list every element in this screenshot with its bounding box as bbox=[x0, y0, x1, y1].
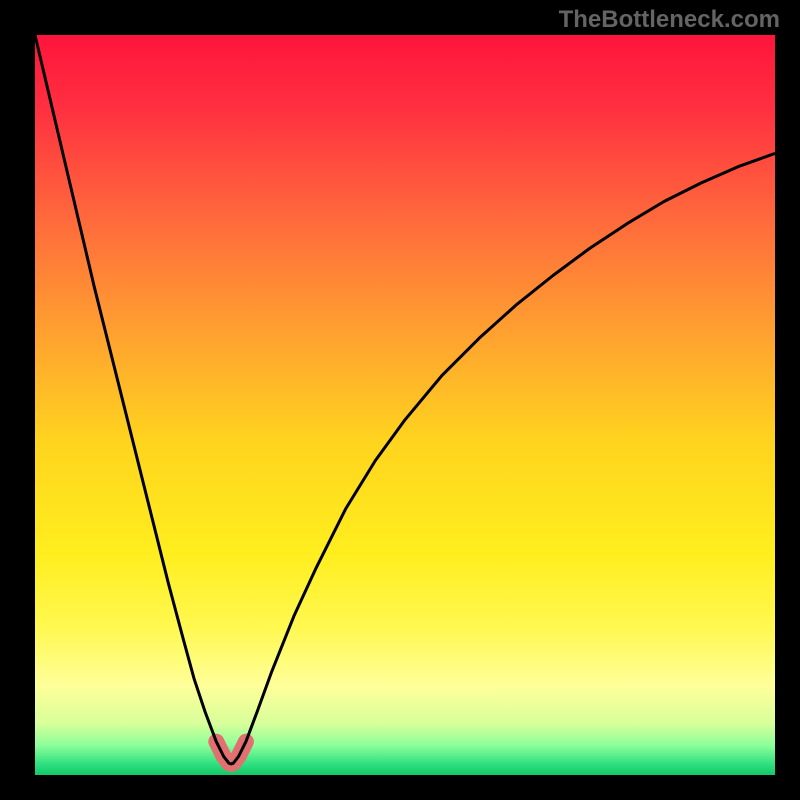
bottleneck-curve bbox=[35, 35, 775, 764]
chart-frame: TheBottleneck.com bbox=[0, 0, 800, 800]
watermark-text: TheBottleneck.com bbox=[559, 6, 780, 34]
curve-layer bbox=[35, 35, 775, 775]
plot-area bbox=[35, 35, 775, 775]
